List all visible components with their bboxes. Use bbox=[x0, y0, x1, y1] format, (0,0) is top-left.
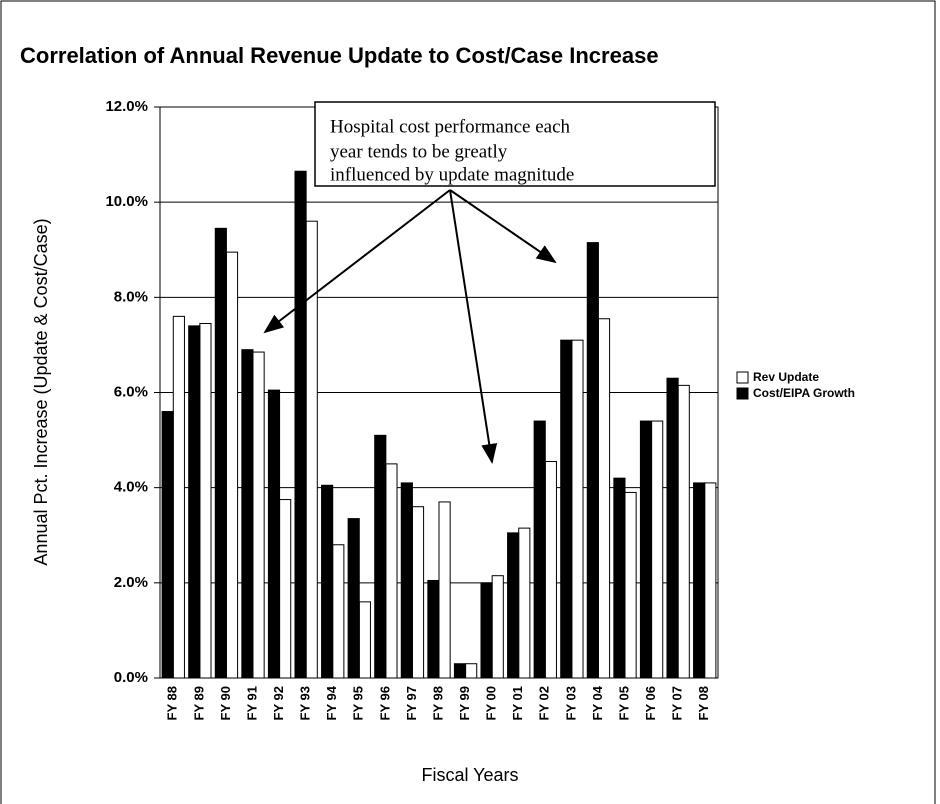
bar bbox=[427, 579, 440, 679]
bar bbox=[400, 482, 413, 679]
x-tick-label: FY 95 bbox=[351, 686, 366, 720]
x-tick-label: FY 02 bbox=[537, 686, 552, 720]
x-tick-label: FY 98 bbox=[430, 686, 445, 720]
x-tick-label: FY 88 bbox=[165, 686, 180, 720]
callout: Hospital cost performance each year tend… bbox=[263, 101, 716, 464]
arrow bbox=[449, 189, 498, 464]
bar bbox=[438, 501, 451, 679]
y-tick-label: 6.0% bbox=[114, 383, 148, 400]
legend-label: Cost/EIPA Growth bbox=[753, 386, 855, 400]
bar bbox=[321, 484, 334, 679]
legend-swatch bbox=[736, 387, 749, 400]
legend-label: Rev Update bbox=[753, 370, 819, 384]
bar bbox=[385, 463, 398, 679]
annotation: influenced by update magnitude bbox=[330, 164, 574, 185]
bar bbox=[597, 318, 611, 679]
annotation: Hospital cost performance each bbox=[330, 116, 571, 137]
bar bbox=[332, 544, 345, 679]
x-tick-label: FY 96 bbox=[377, 686, 392, 720]
y-tick-label: 10.0% bbox=[105, 193, 148, 210]
bar bbox=[214, 227, 227, 679]
y-tick-label: 8.0% bbox=[114, 288, 148, 305]
x-tick-label: FY 91 bbox=[244, 686, 259, 720]
bar bbox=[586, 242, 599, 679]
bar bbox=[347, 518, 360, 679]
x-tick-label: FY 00 bbox=[484, 686, 499, 720]
bar bbox=[639, 420, 653, 679]
bar bbox=[666, 377, 679, 679]
bar bbox=[161, 411, 174, 679]
bar bbox=[480, 582, 493, 679]
bar bbox=[544, 460, 557, 679]
bar bbox=[491, 575, 504, 679]
bar bbox=[358, 601, 371, 679]
bar bbox=[560, 339, 573, 679]
x-tick-label: FY 89 bbox=[191, 686, 206, 720]
x-tick-label: FY 92 bbox=[271, 686, 286, 720]
annotation: year tends to be greatly bbox=[330, 141, 508, 162]
x-tick-label: FY 01 bbox=[510, 686, 525, 720]
bar bbox=[465, 663, 478, 679]
annotation-box bbox=[314, 101, 716, 187]
bar bbox=[704, 482, 717, 679]
y-tick-label: 12.0% bbox=[105, 98, 148, 115]
bar bbox=[677, 384, 690, 679]
bar bbox=[453, 663, 467, 679]
y-axis-label: Annual Pct. Increase (Update & Cost/Case… bbox=[31, 218, 51, 565]
x-tick-label: FY 08 bbox=[696, 686, 711, 720]
bar bbox=[172, 315, 185, 679]
bar bbox=[267, 389, 281, 679]
bar bbox=[571, 339, 584, 679]
bar bbox=[411, 506, 425, 679]
arrow bbox=[449, 189, 557, 264]
bar bbox=[651, 420, 664, 679]
bar bbox=[252, 351, 265, 679]
bar bbox=[507, 532, 520, 679]
arrow bbox=[263, 189, 451, 334]
bar bbox=[693, 482, 706, 679]
x-tick-label: FY 94 bbox=[324, 685, 339, 720]
bar bbox=[199, 323, 212, 679]
x-tick-label: FY 07 bbox=[670, 686, 685, 720]
x-tick-label: FY 06 bbox=[643, 686, 658, 720]
bar bbox=[225, 251, 239, 679]
x-tick-label: FY 90 bbox=[218, 686, 233, 720]
x-tick-label: FY 05 bbox=[616, 686, 631, 720]
x-tick-label: FY 97 bbox=[404, 686, 419, 720]
y-tick-label: 2.0% bbox=[114, 574, 148, 591]
bar bbox=[613, 477, 626, 679]
bar bbox=[188, 325, 201, 679]
y-tick-label: 0.0% bbox=[114, 669, 148, 686]
x-tick-label: FY 93 bbox=[298, 686, 313, 720]
bar bbox=[374, 434, 387, 679]
y-tick-label: 4.0% bbox=[114, 479, 148, 496]
x-axis-label: Fiscal Years bbox=[421, 765, 518, 785]
bar bbox=[624, 491, 637, 679]
bar bbox=[279, 499, 292, 679]
plot: 0.0% 2.0% 4.0% 6.0% 8.0% 10.0% 12.0% FY 88 FY 89… bbox=[105, 98, 719, 720]
x-tick-label: FY 99 bbox=[457, 686, 472, 720]
bar bbox=[241, 349, 254, 679]
legend-swatch bbox=[736, 371, 749, 384]
bar bbox=[294, 170, 307, 679]
chart-title: Correlation of Annual Revenue Update to … bbox=[20, 43, 659, 68]
x-tick-label: FY 04 bbox=[590, 685, 605, 720]
bar bbox=[533, 420, 546, 679]
x-tick-label: FY 03 bbox=[563, 686, 578, 720]
bar bbox=[305, 220, 318, 679]
bar bbox=[518, 527, 531, 679]
